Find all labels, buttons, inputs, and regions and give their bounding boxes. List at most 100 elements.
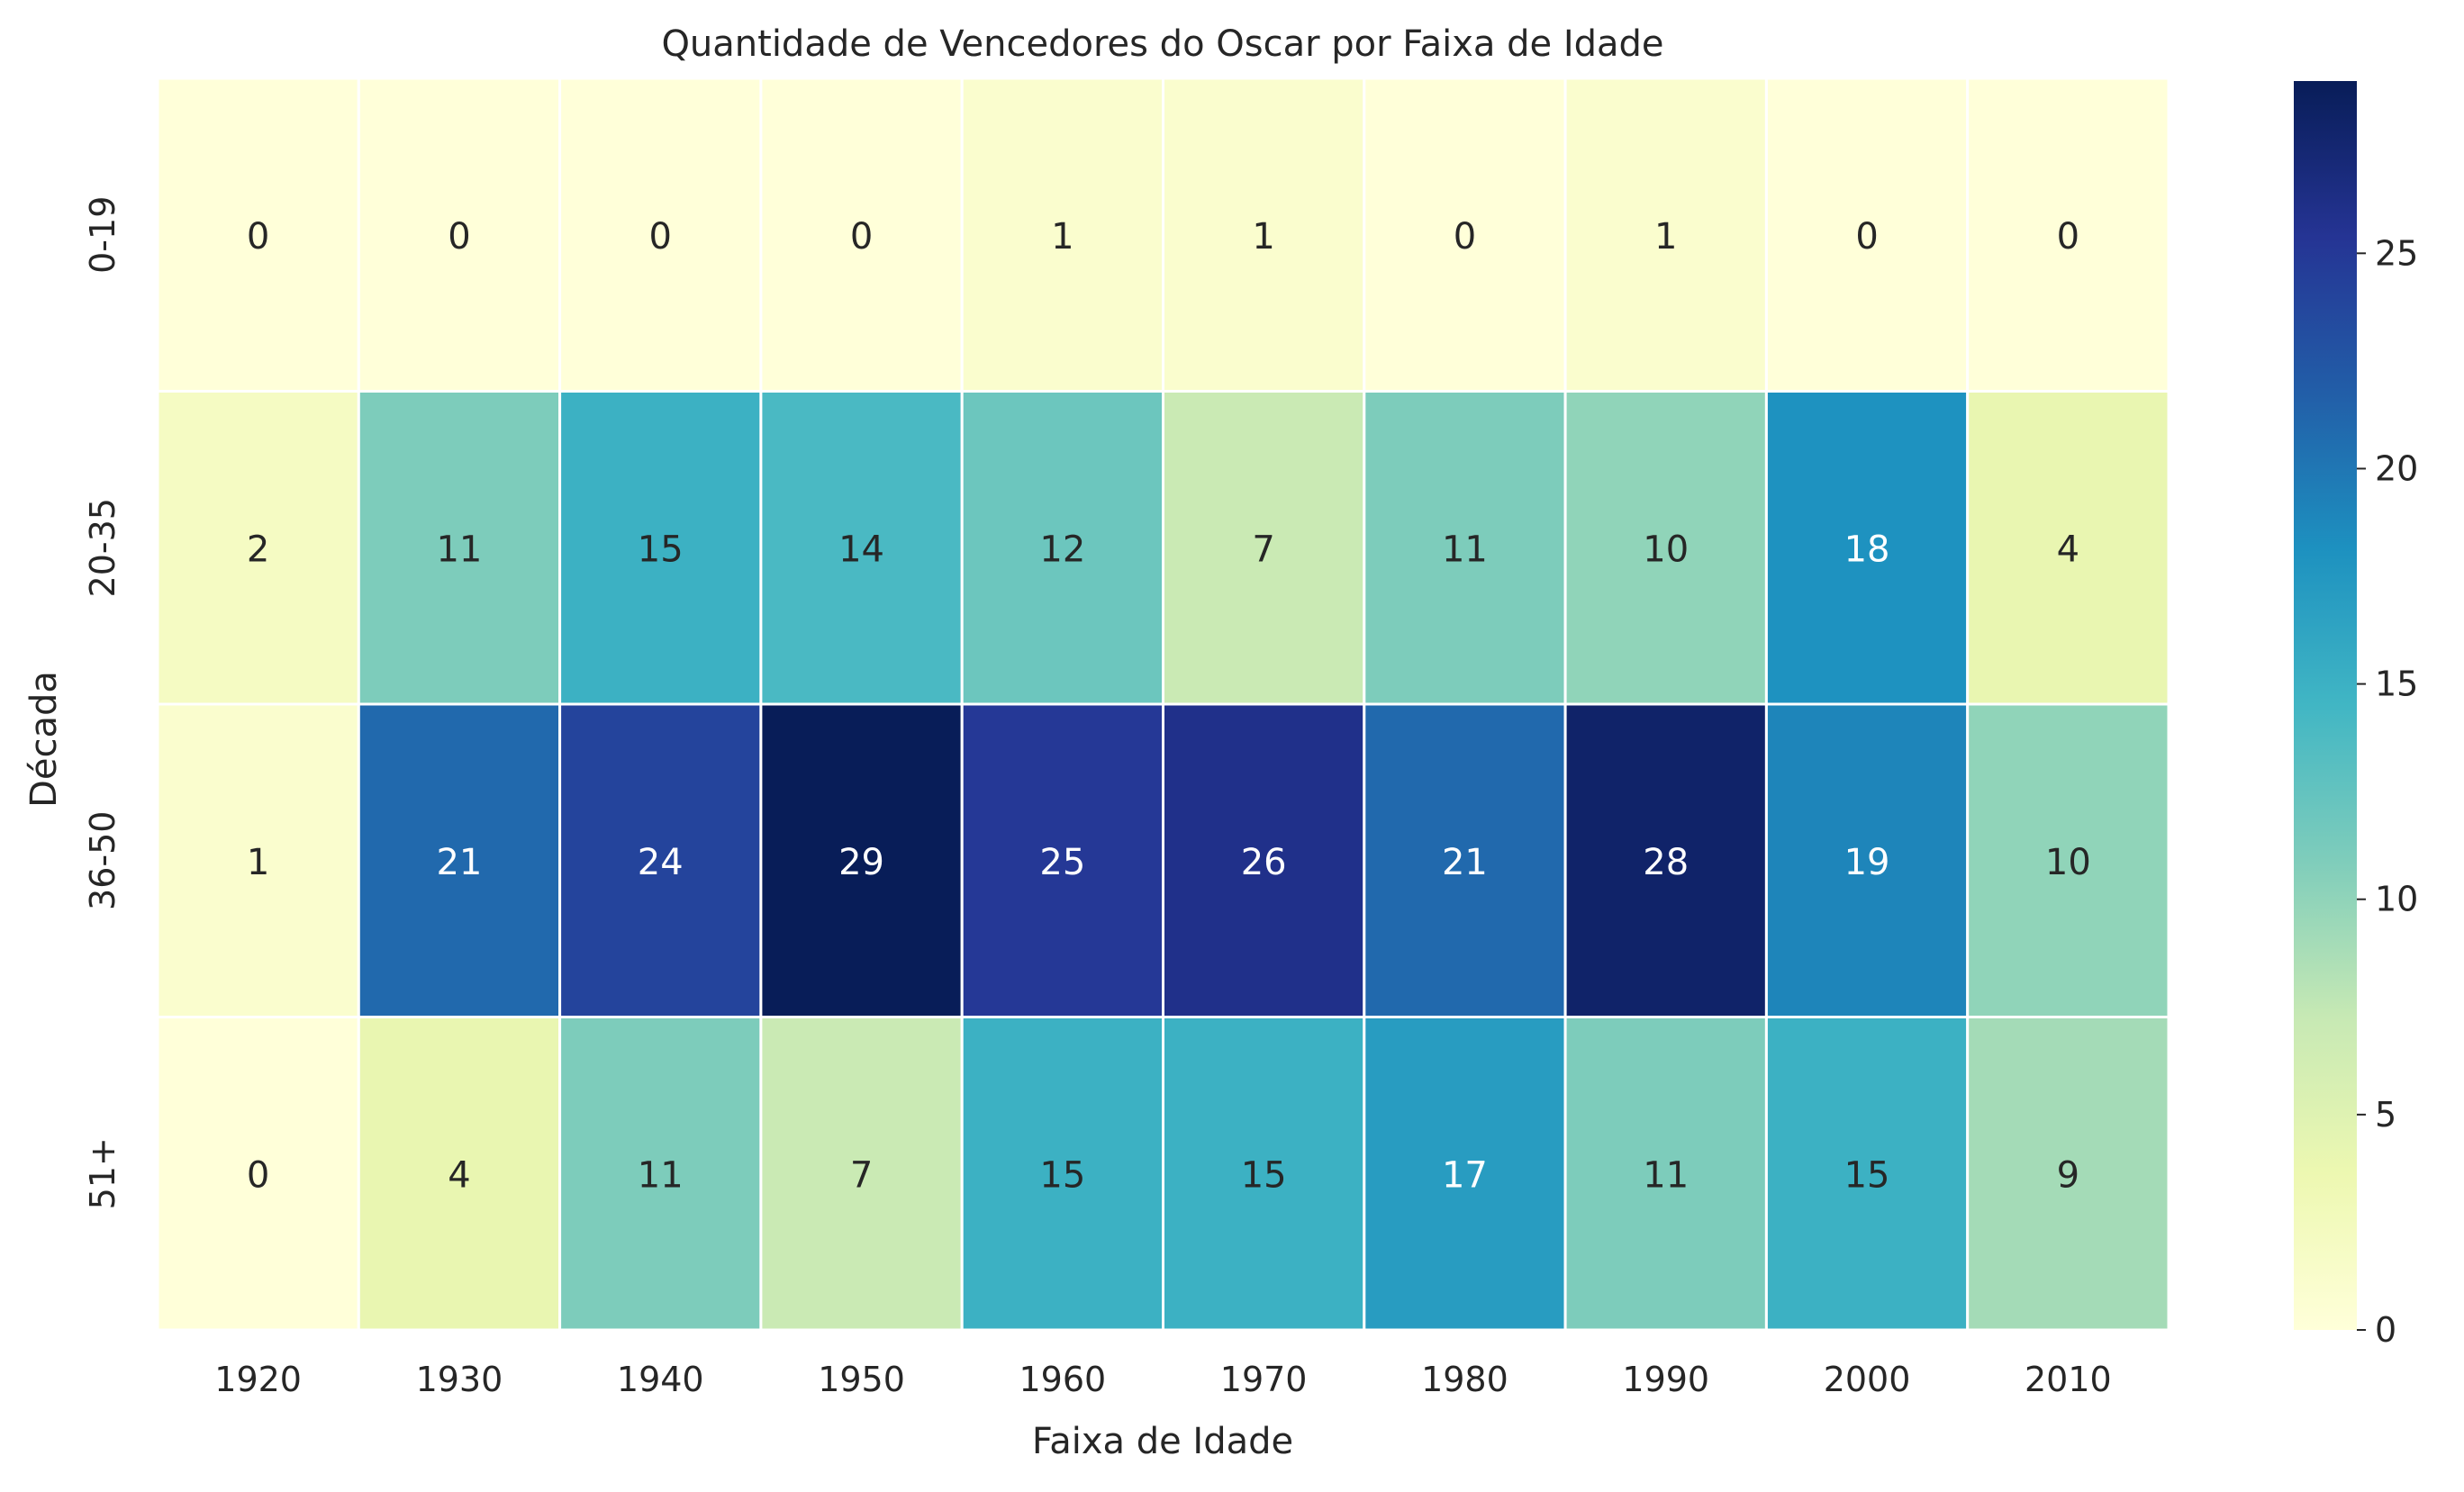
cell-value-label: 0 — [2057, 216, 2079, 258]
cell-value-label: 19 — [1844, 842, 1890, 883]
cell-value-label: 7 — [1252, 529, 1274, 570]
heatmap-cell — [357, 77, 562, 393]
x-tick-label: 1990 — [1622, 1360, 1709, 1399]
cell-value-label: 15 — [1241, 1154, 1287, 1196]
cell-value-label: 17 — [1442, 1154, 1488, 1196]
heatmap-cells — [156, 77, 2170, 1332]
heatmap-cell — [558, 702, 763, 1018]
heatmap-cell — [960, 390, 1164, 706]
cell-value-label: 18 — [1844, 529, 1890, 570]
cell-value-label: 24 — [638, 842, 684, 883]
cell-value-label: 0 — [247, 216, 269, 258]
cell-value-label: 1 — [1051, 216, 1073, 258]
heatmap-cell — [759, 77, 964, 393]
cell-value-label: 11 — [638, 1154, 684, 1196]
x-tick-labels: 1920 1930 1940 1950 1960 1970 1980 1990 2000 2010 — [214, 1360, 2111, 1399]
heatmap-cell — [1563, 702, 1768, 1018]
x-tick-label: 1940 — [617, 1360, 704, 1399]
y-tick-label: 36-50 — [83, 811, 122, 910]
cell-value-label: 7 — [850, 1154, 873, 1196]
colorbar-tick-label: 15 — [2375, 665, 2418, 704]
x-tick-label: 1970 — [1220, 1360, 1308, 1399]
heatmap-cell — [960, 702, 1164, 1018]
cell-value-label: 12 — [1039, 529, 1085, 570]
cell-value-label: 0 — [649, 216, 672, 258]
y-axis-label: Década — [23, 671, 65, 808]
heatmap-cell — [1966, 390, 2170, 706]
heatmap-cell — [759, 1016, 964, 1332]
y-tick-label: 20-35 — [83, 498, 122, 597]
cell-value-label: 0 — [1454, 216, 1476, 258]
x-tick-label: 1930 — [416, 1360, 503, 1399]
heatmap-cell — [558, 390, 763, 706]
heatmap-cell — [960, 1016, 1164, 1332]
cell-value-label: 14 — [838, 529, 884, 570]
cell-value-label: 11 — [436, 529, 482, 570]
chart-title: Quantidade de Vencedores do Oscar por Fa… — [661, 23, 1663, 65]
heatmap-cell — [156, 1016, 360, 1332]
heatmap-cell — [1563, 77, 1768, 393]
cell-value-label: 11 — [1442, 529, 1488, 570]
heatmap-cell — [1563, 1016, 1768, 1332]
heatmap-cell — [1764, 1016, 1970, 1332]
cell-value-label: 11 — [1643, 1154, 1689, 1196]
cell-value-label: 1 — [247, 842, 269, 883]
x-tick-label: 1960 — [1019, 1360, 1106, 1399]
cell-value-label: 15 — [638, 529, 684, 570]
heatmap-cell — [1966, 77, 2170, 393]
heatmap-cell — [558, 77, 763, 393]
y-tick-labels: 0-19 20-35 36-50 51+ — [83, 196, 122, 1210]
heatmap-cell — [1563, 390, 1768, 706]
heatmap-cell — [1363, 390, 1567, 706]
cell-value-label: 25 — [1039, 842, 1085, 883]
y-tick-label: 0-19 — [83, 196, 122, 274]
heatmap-cell — [960, 77, 1164, 393]
cell-value-label: 29 — [838, 842, 884, 883]
heatmap-cell — [357, 702, 562, 1018]
cell-value-label: 4 — [448, 1154, 470, 1196]
heatmap-cell — [1162, 390, 1366, 706]
x-tick-label: 1950 — [818, 1360, 905, 1399]
cell-value-label: 0 — [1855, 216, 1878, 258]
heatmap-cell — [1363, 1016, 1567, 1332]
cell-value-label: 1 — [1654, 216, 1677, 258]
colorbar-tick-label: 20 — [2375, 448, 2418, 488]
heatmap-cell — [1764, 390, 1970, 706]
y-tick-label: 51+ — [83, 1137, 122, 1209]
cell-value-label: 15 — [1844, 1154, 1890, 1196]
colorbar: 0 5 10 15 20 25 — [2294, 81, 2418, 1350]
cell-value-label: 28 — [1643, 842, 1689, 883]
cell-value-label: 0 — [850, 216, 873, 258]
x-tick-label: 1920 — [214, 1360, 302, 1399]
heatmap-cell — [1966, 702, 2170, 1018]
heatmap-cell — [1966, 1016, 2170, 1332]
cell-value-label: 15 — [1039, 1154, 1085, 1196]
cell-value-label: 26 — [1241, 842, 1287, 883]
x-axis-label: Faixa de Idade — [1032, 1421, 1293, 1462]
cell-value-label: 21 — [1442, 842, 1488, 883]
heatmap-cell — [1162, 1016, 1366, 1332]
heatmap-cell — [1162, 77, 1366, 393]
cell-value-label: 21 — [436, 842, 482, 883]
heatmap-cell-labels: 0 0 0 0 1 1 0 1 0 02 11 15 14 12 7 11 10 18 41 21 24 29 25 26 21… — [247, 216, 2091, 1197]
cell-value-label: 4 — [2057, 529, 2079, 570]
cell-value-label: 0 — [247, 1154, 269, 1196]
cell-value-label: 9 — [2057, 1154, 2079, 1196]
cell-value-label: 10 — [2045, 842, 2091, 883]
heatmap-cell — [156, 702, 360, 1018]
cell-value-label: 10 — [1643, 529, 1689, 570]
heatmap-cell — [357, 390, 562, 706]
heatmap-cell — [759, 390, 964, 706]
colorbar-tick-label: 25 — [2375, 233, 2418, 273]
heatmap-cell — [156, 77, 360, 393]
heatmap-cell — [1764, 702, 1970, 1018]
x-tick-label: 2000 — [1824, 1360, 1911, 1399]
x-tick-label: 2010 — [2025, 1360, 2112, 1399]
colorbar-tick-label: 10 — [2375, 880, 2418, 919]
cell-value-label: 1 — [1252, 216, 1274, 258]
cell-value-label: 2 — [247, 529, 269, 570]
colorbar-bar — [2294, 81, 2357, 1330]
colorbar-tick-label: 5 — [2375, 1095, 2396, 1135]
